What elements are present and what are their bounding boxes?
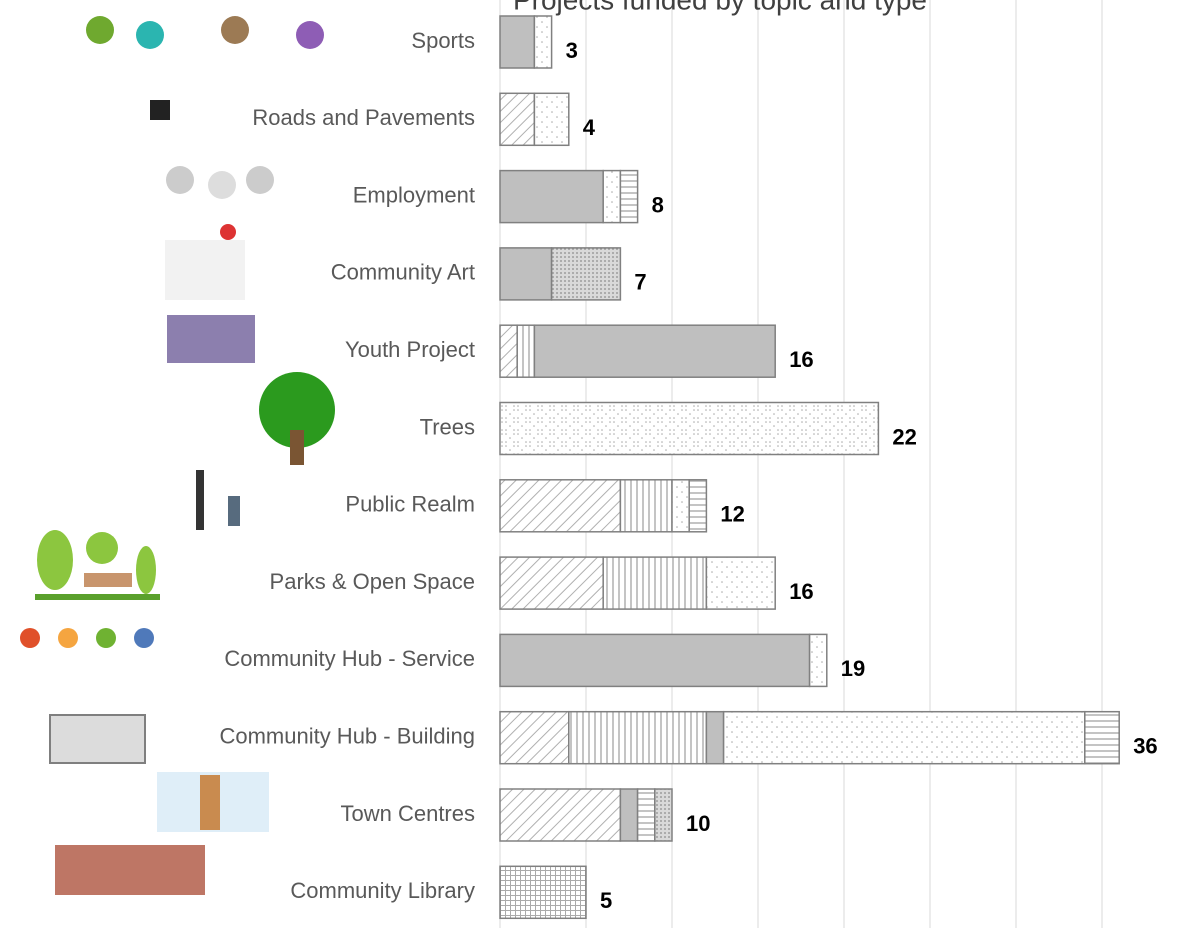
category-label: Parks & Open Space [270, 569, 475, 594]
bar-segment [500, 557, 603, 609]
bars: Sports 3 Roads and Pavements 4 Employment 8 Co… [219, 16, 1157, 918]
total-label: 12 [720, 502, 744, 527]
bar-segment [500, 789, 620, 841]
category-label: Sports [411, 28, 475, 53]
total-label: 4 [583, 115, 596, 140]
total-label: 7 [634, 270, 646, 295]
bar-segment [672, 480, 689, 532]
category-label: Community Hub - Service [224, 646, 475, 671]
bar-segment [724, 712, 1085, 764]
bar-segment [500, 16, 534, 68]
chart-title: Projects funded by topic and type [513, 0, 927, 15]
bar-segment [500, 171, 603, 223]
total-label: 3 [566, 38, 578, 63]
bar-segment [638, 789, 655, 841]
bar-segment [500, 248, 552, 300]
bar-segment [689, 480, 706, 532]
total-label: 16 [789, 347, 813, 372]
bar-segment [517, 325, 534, 377]
category-label: Public Realm [345, 492, 475, 517]
bar-segment [603, 557, 706, 609]
bar-segment [500, 634, 810, 686]
total-label: 8 [652, 192, 664, 217]
bar-segment [534, 16, 551, 68]
bar-segment [534, 325, 775, 377]
chart: Projects funded by topic and type Sports… [0, 0, 1186, 928]
bar-segment [620, 171, 637, 223]
total-label: 10 [686, 811, 710, 836]
bar-segment [620, 480, 672, 532]
category-label: Community Art [331, 260, 475, 285]
bar-segment [500, 866, 586, 918]
bar-segment [655, 789, 672, 841]
bar-segment [620, 789, 637, 841]
bar-segment [706, 557, 775, 609]
total-label: 36 [1133, 734, 1157, 759]
bar-segment [810, 634, 827, 686]
category-label: Community Library [290, 878, 475, 903]
category-label: Trees [420, 414, 475, 439]
bar-segment [1085, 712, 1119, 764]
category-label: Youth Project [345, 337, 475, 362]
bar-segment [500, 93, 534, 145]
bar-segment [569, 712, 707, 764]
category-label: Town Centres [340, 801, 475, 826]
bar-segment [500, 325, 517, 377]
bar-segment [500, 403, 878, 455]
category-label: Roads and Pavements [252, 105, 475, 130]
bar-segment [500, 712, 569, 764]
total-label: 19 [841, 656, 865, 681]
bar-segment [552, 248, 621, 300]
category-label: Employment [353, 182, 475, 207]
bar-segment [500, 480, 620, 532]
bar-segment [706, 712, 723, 764]
bar-segment [603, 171, 620, 223]
total-label: 22 [892, 424, 916, 449]
total-label: 16 [789, 579, 813, 604]
bar-segment [534, 93, 568, 145]
total-label: 5 [600, 888, 612, 913]
category-label: Community Hub - Building [219, 724, 475, 749]
icons [20, 16, 335, 895]
